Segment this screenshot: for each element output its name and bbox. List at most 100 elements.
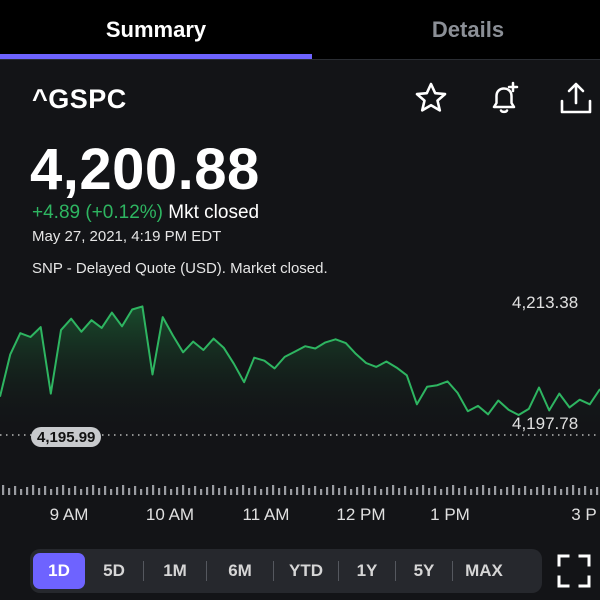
range-ytd-button[interactable]: YTD [289, 561, 323, 580]
volume-bar [500, 489, 503, 495]
volume-bar [158, 488, 161, 495]
volume-bar [116, 487, 119, 495]
range-5y-button[interactable]: 5Y [413, 561, 435, 580]
volume-bar [194, 486, 197, 495]
range-1m-button[interactable]: 1M [163, 561, 187, 580]
volume-bar [488, 488, 491, 495]
volume-bar [68, 488, 71, 495]
time-tick: 9 AM [49, 505, 89, 524]
volume-bar [272, 485, 275, 495]
previous-close-badge: 4,195.99 [31, 427, 102, 447]
volume-bar [452, 485, 455, 495]
volume-bar [356, 487, 359, 495]
volume-bar [416, 487, 419, 495]
range-divider [206, 561, 207, 581]
volume-bar [404, 486, 407, 495]
volume-bar [176, 487, 179, 495]
time-tick: 3 P [571, 505, 597, 524]
volume-bar [2, 485, 5, 495]
volume-bar [464, 486, 467, 495]
quote-source-note: SNP - Delayed Quote (USD). Market closed… [32, 260, 328, 277]
time-tick: 11 AM [242, 505, 290, 524]
volume-bar [278, 488, 281, 495]
star-icon[interactable] [413, 80, 449, 116]
volume-bar [218, 488, 221, 495]
volume-bar [398, 488, 401, 495]
volume-bar [368, 488, 371, 495]
volume-bar [14, 486, 17, 495]
range-1y-button[interactable]: 1Y [356, 561, 378, 580]
range-max-button[interactable]: MAX [465, 561, 503, 580]
volume-bar [20, 489, 23, 495]
chart-high-label: 4,213.38 [512, 293, 579, 312]
volume-bar [56, 487, 59, 495]
volume-bar [314, 486, 317, 495]
volume-bar [374, 486, 377, 495]
volume-bar [110, 489, 113, 495]
volume-bar [518, 488, 521, 495]
volume-bar [440, 489, 443, 495]
share-icon[interactable] [558, 80, 594, 116]
volume-bar [350, 489, 353, 495]
volume-bar [188, 488, 191, 495]
intraday-chart[interactable] [0, 280, 600, 500]
volume-bar [554, 486, 557, 495]
volume-bar [128, 488, 131, 495]
volume-bar [476, 487, 479, 495]
volume-bar [38, 488, 41, 495]
volume-bar [248, 488, 251, 495]
volume-bar [446, 487, 449, 495]
tab-summary[interactable]: Summary [105, 17, 207, 42]
current-price: 4,200.88 [30, 137, 260, 202]
bell-plus-icon[interactable] [486, 80, 522, 116]
volume-bar [512, 485, 515, 495]
volume-bar [32, 485, 35, 495]
volume-bar [344, 486, 347, 495]
range-5d-button[interactable]: 5D [103, 561, 125, 580]
volume-bar [284, 486, 287, 495]
volume-bar [230, 489, 233, 495]
volume-bar [392, 485, 395, 495]
volume-bar [74, 486, 77, 495]
volume-bar [530, 489, 533, 495]
volume-bar [80, 489, 83, 495]
volume-bar [578, 488, 581, 495]
active-tab-indicator [0, 54, 312, 59]
volume-bar [590, 489, 593, 495]
range-divider [395, 561, 396, 581]
range-divider [273, 561, 274, 581]
tab-details[interactable]: Details [431, 17, 505, 42]
range-6m-button[interactable]: 6M [228, 561, 252, 580]
volume-bar [542, 485, 545, 495]
volume-bar [146, 487, 149, 495]
range-selector: 1D 5D 1M 6M YTD 1Y 5Y MAX [30, 549, 542, 593]
volume-bar [8, 488, 11, 495]
volume-bar [98, 488, 101, 495]
volume-bar [266, 487, 269, 495]
range-1d-button[interactable]: 1D [33, 553, 85, 589]
volume-bar [212, 485, 215, 495]
volume-bar [422, 485, 425, 495]
expand-icon[interactable] [556, 553, 592, 589]
market-status: Mkt closed [168, 202, 260, 223]
time-axis: 9 AM 10 AM 11 AM 12 PM 1 PM 3 P [0, 505, 600, 529]
volume-bar [584, 486, 587, 495]
time-tick: 1 PM [430, 505, 470, 524]
volume-bar [86, 487, 89, 495]
chart-low-label: 4,197.78 [512, 414, 579, 433]
volume-bar [308, 488, 311, 495]
volume-bar [326, 487, 329, 495]
range-divider [338, 561, 339, 581]
range-divider [452, 561, 453, 581]
volume-bar [182, 485, 185, 495]
volume-bar [494, 486, 497, 495]
price-line [0, 305, 600, 416]
volume-bar [50, 489, 53, 495]
volume-bar [242, 485, 245, 495]
volume-bar [92, 485, 95, 495]
volume-bar [482, 485, 485, 495]
volume-bar [236, 487, 239, 495]
volume-bar [26, 487, 29, 495]
quote-timestamp: May 27, 2021, 4:19 PM EDT [32, 228, 222, 245]
volume-bar [524, 486, 527, 495]
